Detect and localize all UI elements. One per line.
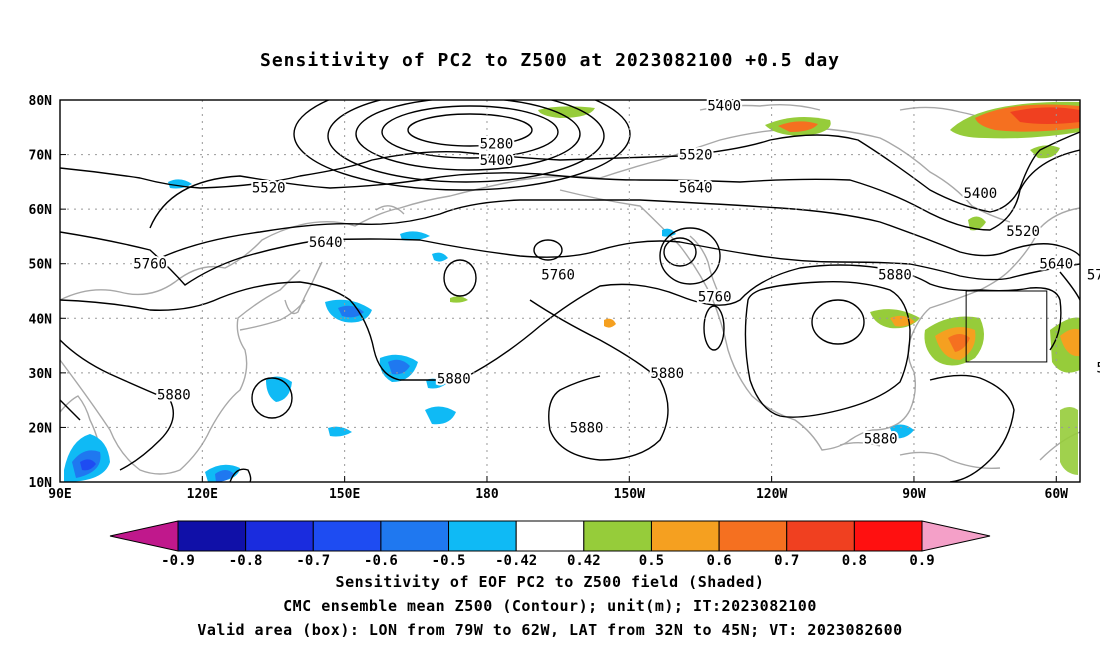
colorbar-label: -0.5 <box>432 553 466 569</box>
contour-label: 5880 <box>878 268 912 284</box>
colorbar-cell <box>380 520 450 552</box>
lon-tick-label: 60W <box>1045 487 1069 502</box>
lon-tick-label: 120E <box>187 487 218 502</box>
contour-label: 5880 <box>864 431 898 447</box>
colorbar-label: 0.5 <box>639 553 664 569</box>
map-frame <box>59 99 1081 483</box>
colorbar-cell <box>583 520 652 552</box>
lon-tick-label: 180 <box>475 487 499 502</box>
colorbar-label: 0.7 <box>774 553 799 569</box>
lat-tick-label: 50N <box>29 258 53 273</box>
colorbar-label: -0.7 <box>296 553 330 569</box>
lon-tick-label: 150W <box>614 487 645 502</box>
caption-line-1: Sensitivity of EOF PC2 to Z500 field (Sh… <box>335 573 765 591</box>
contour-label: 5880 <box>650 366 684 382</box>
valid-area-box <box>965 290 1048 363</box>
contour-label: 5760 <box>541 268 575 284</box>
gridlines <box>60 100 1080 482</box>
contour-label: 5280 <box>480 137 514 153</box>
caption-line-3: Valid area (box): LON from 79W to 62W, L… <box>197 621 903 639</box>
colorbar-label: 0.42 <box>567 553 601 569</box>
contour-label: 5400 <box>480 153 514 169</box>
colorbar-label: 0.8 <box>842 553 867 569</box>
lon-tick-label: 150E <box>329 487 360 502</box>
colorbar-label: -0.9 <box>161 553 195 569</box>
colorbar-label: -0.8 <box>229 553 263 569</box>
contour-label: 5880 <box>570 420 604 436</box>
contour-label: 5640 <box>1039 257 1073 273</box>
lat-tick-label: 60N <box>29 203 53 218</box>
contour-label: 5400 <box>707 98 741 114</box>
colorbar-label: 0.6 <box>706 553 731 569</box>
colorbar-cell <box>718 520 788 552</box>
lon-tick-label: 90E <box>48 487 71 502</box>
lat-tick-label: 20N <box>29 421 53 436</box>
caption-line-2: CMC ensemble mean Z500 (Contour); unit(m… <box>283 597 817 615</box>
lat-tick-label: 80N <box>29 94 53 109</box>
colorbar-cell <box>786 520 855 552</box>
colorbar: -0.9 -0.8 -0.7 -0.6 -0.5 -0.42 0.42 0.5 0.6 0.7 0.… <box>109 520 991 569</box>
colorbar-cell <box>853 520 923 552</box>
contour-label: 5520 <box>1006 224 1040 240</box>
colorbar-min-arrow <box>109 520 179 552</box>
colorbar-label: -0.6 <box>364 553 398 569</box>
colorbar-max-arrow <box>921 520 991 552</box>
colorbar-cell <box>177 520 247 552</box>
lat-tick-label: 30N <box>29 367 53 382</box>
lat-tick-label: 40N <box>29 312 53 327</box>
colorbar-cell <box>245 520 314 552</box>
contour-label: 5520 <box>679 148 713 164</box>
plot-title: Sensitivity of PC2 to Z500 at 2023082100… <box>259 50 840 71</box>
contour-label: 5640 <box>679 180 713 196</box>
contour-label: 5880 <box>437 371 471 387</box>
contour-label: 5880 <box>1096 360 1100 376</box>
contour-label: 5520 <box>252 180 286 196</box>
colorbar-cell <box>312 520 382 552</box>
colorbar-cell <box>650 520 720 552</box>
colorbar-cell <box>448 520 517 552</box>
z500-contours <box>60 100 1080 482</box>
lon-tick-label: 120W <box>756 487 787 502</box>
axis-tick-labels: 90E 120E 150E 180 150W 120W 90W 60W 80N 70N 60N 50N… <box>29 94 1069 502</box>
contour-label: 5760 <box>698 289 732 305</box>
lon-tick-label: 90W <box>902 487 926 502</box>
contour-label: 5880 <box>157 388 191 404</box>
colorbar-cell <box>515 520 585 552</box>
colorbar-label: 0.9 <box>909 553 934 569</box>
contour-label: 5760 <box>133 257 167 273</box>
contour-label: 5760 <box>1087 268 1100 284</box>
contour-label: 5400 <box>964 186 998 202</box>
lat-tick-label: 10N <box>29 476 53 491</box>
contour-label: 5640 <box>309 235 343 251</box>
colorbar-label: -0.42 <box>495 553 537 569</box>
lat-tick-label: 70N <box>29 149 53 164</box>
